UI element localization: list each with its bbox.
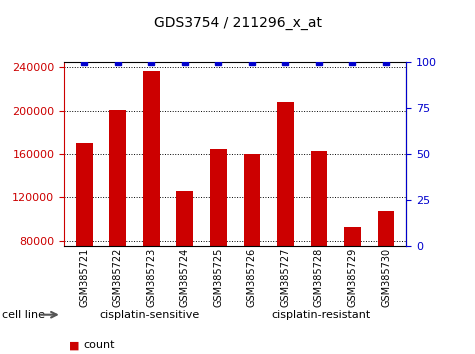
Bar [143, 70, 160, 327]
Text: ■: ■ [69, 340, 79, 350]
Text: cisplatin-sensitive: cisplatin-sensitive [99, 310, 200, 320]
Bar [344, 227, 361, 327]
Text: cell line: cell line [2, 310, 46, 320]
Bar [244, 154, 260, 327]
Text: cisplatin-resistant: cisplatin-resistant [271, 310, 370, 320]
Bar [378, 211, 394, 327]
Bar [311, 151, 327, 327]
Bar [109, 110, 126, 327]
Bar [176, 191, 193, 327]
Text: GDS3754 / 211296_x_at: GDS3754 / 211296_x_at [153, 16, 322, 30]
Text: count: count [83, 340, 114, 350]
Bar [76, 143, 93, 327]
Bar [210, 149, 227, 327]
Bar [277, 102, 294, 327]
